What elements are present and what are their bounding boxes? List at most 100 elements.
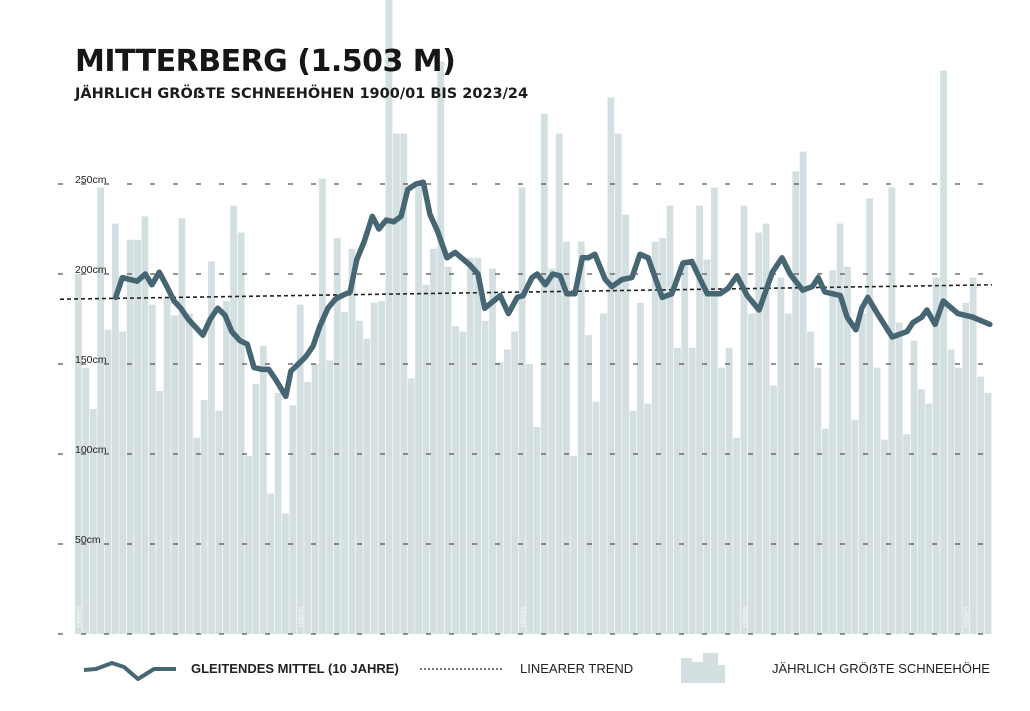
bar-2014 xyxy=(918,389,925,634)
bar-1940 xyxy=(370,302,378,634)
bar-1904 xyxy=(104,329,112,634)
bar-1983 xyxy=(688,347,696,634)
bar-1996 xyxy=(784,313,792,634)
chart-subtitle: JÄHRLICH GRÖẞTE SCHNEEHÖHEN 1900/01 BIS … xyxy=(75,86,529,102)
bar-1958 xyxy=(503,349,511,634)
bar-1984 xyxy=(696,205,703,634)
bar-1959 xyxy=(511,331,519,634)
bar-1910 xyxy=(148,304,156,634)
bar-2022 xyxy=(977,376,985,634)
bar-1935 xyxy=(333,238,341,634)
bar-1978 xyxy=(651,241,659,634)
bar-1971 xyxy=(600,313,607,634)
bar-2007 xyxy=(866,198,874,634)
bar-2009 xyxy=(881,439,888,634)
legend-trend-label: LINEARER TREND xyxy=(520,661,634,676)
legend-moving-average-label: GLEITENDES MITTEL (10 JAHRE) xyxy=(191,661,399,676)
bar-1947 xyxy=(422,284,430,634)
bar-1951 xyxy=(452,326,459,634)
bar-1937 xyxy=(348,248,356,635)
bar-1963 xyxy=(540,113,548,635)
bar-2002 xyxy=(829,270,837,634)
bar-1991 xyxy=(747,313,755,634)
moving-average-line xyxy=(112,179,993,400)
bar-1917 xyxy=(200,400,208,634)
bar-1980 xyxy=(666,205,674,634)
x-tick-label: 1930/31 xyxy=(299,606,305,628)
bar-1925 xyxy=(259,346,267,634)
bar-1930 xyxy=(296,304,304,634)
bar-1918 xyxy=(208,261,215,634)
bar-1928 xyxy=(282,513,289,634)
bar-1900 xyxy=(75,274,82,634)
bar-1902 xyxy=(89,409,97,634)
bar-1987 xyxy=(718,367,726,634)
x-tick-label: 1960/61 xyxy=(521,606,527,628)
bar-2000 xyxy=(814,367,822,634)
bar-1982 xyxy=(681,259,689,634)
bar-1909 xyxy=(141,216,149,634)
bar-1962 xyxy=(533,427,541,634)
bar-2012 xyxy=(903,434,911,634)
bars-legend-icon xyxy=(681,653,725,683)
bar-1922 xyxy=(237,232,245,634)
bar-2006 xyxy=(858,313,866,634)
trend-legend-icon xyxy=(420,668,502,670)
bar-1920 xyxy=(222,301,230,634)
bar-2008 xyxy=(873,367,881,634)
bar-2021 xyxy=(969,277,977,634)
bar-2010 xyxy=(888,187,896,634)
bar-1998 xyxy=(799,151,807,634)
bar-1949 xyxy=(437,61,445,635)
bar-2016 xyxy=(932,277,940,634)
bar-1997 xyxy=(792,171,800,634)
bar-1975 xyxy=(629,410,637,634)
bar-1973 xyxy=(614,133,622,634)
bar-1954 xyxy=(474,257,482,634)
bar-2020 xyxy=(962,302,970,634)
bar-1907 xyxy=(126,239,134,635)
bar-1929 xyxy=(289,405,297,634)
bar-1995 xyxy=(777,277,785,634)
bar-1967 xyxy=(570,455,578,634)
bar-1916 xyxy=(193,437,201,634)
bar-1992 xyxy=(755,232,763,634)
bar-1952 xyxy=(459,331,467,634)
bar-1932 xyxy=(311,364,319,634)
bar-1921 xyxy=(230,205,238,634)
legend-bars-label: JÄHRLICH GRÖẞTE SCHNEEHÖHE xyxy=(772,661,990,676)
x-tick-labels: 1900/01 1930/31 1960/61 1990/91 2020/21 xyxy=(77,606,970,628)
bar-1912 xyxy=(163,297,171,634)
grid-layer: 50cm 100cm 150cm 200cm 250cm xyxy=(58,174,1000,635)
chart-title: MITTERBERG (1.503 M) xyxy=(75,44,456,79)
bar-1953 xyxy=(466,257,474,634)
bar-2001 xyxy=(821,428,829,634)
bar-2017 xyxy=(940,70,948,635)
bar-1960 xyxy=(518,187,526,634)
bar-1946 xyxy=(415,184,422,634)
bar-1993 xyxy=(762,223,770,634)
bar-1931 xyxy=(304,382,312,634)
bar-2003 xyxy=(836,223,844,634)
bar-2005 xyxy=(851,419,859,634)
bar-1979 xyxy=(659,238,667,634)
bar-1905 xyxy=(111,223,119,634)
bar-1934 xyxy=(326,360,334,634)
bar-1961 xyxy=(526,364,533,634)
x-tick-label: 1990/91 xyxy=(743,606,749,628)
bar-1964 xyxy=(548,268,556,634)
bar-1945 xyxy=(407,378,415,634)
y-tick-label: 50cm xyxy=(75,534,101,546)
bar-2015 xyxy=(925,403,933,634)
bar-1969 xyxy=(585,335,593,634)
bar-1933 xyxy=(319,178,326,634)
bar-1939 xyxy=(363,338,371,634)
lines-layer xyxy=(59,179,993,400)
bar-1988 xyxy=(725,347,733,634)
bar-1903 xyxy=(97,187,104,634)
bar-1957 xyxy=(496,362,504,634)
bar-1966 xyxy=(563,241,570,634)
bar-1956 xyxy=(489,268,496,634)
bar-2019 xyxy=(955,367,962,634)
